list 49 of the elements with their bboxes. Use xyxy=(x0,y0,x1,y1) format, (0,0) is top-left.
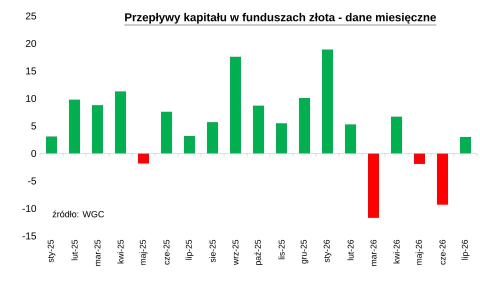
x-tick-label: lut-26 xyxy=(347,240,354,260)
x-tick-label: lip-25 xyxy=(186,240,194,260)
bar xyxy=(322,50,334,154)
x-tick-label: lis-25 xyxy=(278,240,285,260)
bar xyxy=(69,100,80,154)
bar xyxy=(299,98,310,154)
x-tick-label: paź-25 xyxy=(254,240,262,265)
y-tick-label: 10 xyxy=(26,94,36,102)
x-tick-label: cze-25 xyxy=(164,240,170,265)
bar xyxy=(460,137,472,154)
x-tick-label: sty-25 xyxy=(48,240,56,262)
x-tick-label: maj-25 xyxy=(140,240,148,265)
y-tick-label: -5 xyxy=(28,178,36,184)
bar xyxy=(391,116,402,154)
annotation: źródło: WGC xyxy=(52,210,104,218)
bar xyxy=(92,105,103,154)
y-tick-label: 25 xyxy=(26,12,36,20)
bar xyxy=(46,136,57,154)
x-tick-label: sty-26 xyxy=(324,240,332,262)
bar xyxy=(437,154,448,205)
bar xyxy=(414,154,426,164)
bar xyxy=(184,136,195,154)
bar xyxy=(230,56,242,154)
x-tick-label: lip-26 xyxy=(462,240,470,260)
bar xyxy=(138,154,149,164)
bar xyxy=(161,112,172,154)
y-tick-label: 20 xyxy=(26,40,36,48)
x-tick-label: kwi-25 xyxy=(117,240,124,264)
y-tick-label: 5 xyxy=(31,122,36,130)
bar xyxy=(115,91,126,154)
x-tick-label: gru-25 xyxy=(300,240,308,264)
bar xyxy=(276,123,288,154)
bar xyxy=(345,124,356,154)
y-tick-label: -10 xyxy=(22,204,36,212)
x-tick-label: lut-25 xyxy=(71,240,78,260)
x-tick-label: mar-26 xyxy=(370,240,376,266)
chart-title: Przepływy kapitału w funduszach złota - dane miesięczne xyxy=(125,12,436,24)
y-tick-label: 0 xyxy=(31,150,36,158)
x-tick-label: mar-25 xyxy=(94,240,100,266)
bar xyxy=(207,122,218,154)
x-tick-label: wrz-25 xyxy=(232,240,238,265)
bar xyxy=(253,106,264,154)
y-tick-label: 15 xyxy=(26,68,36,74)
x-tick-label: sie-25 xyxy=(209,240,216,262)
x-tick-label: kwi-26 xyxy=(393,240,400,264)
x-tick-label: maj-26 xyxy=(416,240,424,265)
bar xyxy=(368,154,380,218)
y-tick-label: -15 xyxy=(22,232,36,240)
x-tick-label: cze-26 xyxy=(440,240,446,265)
